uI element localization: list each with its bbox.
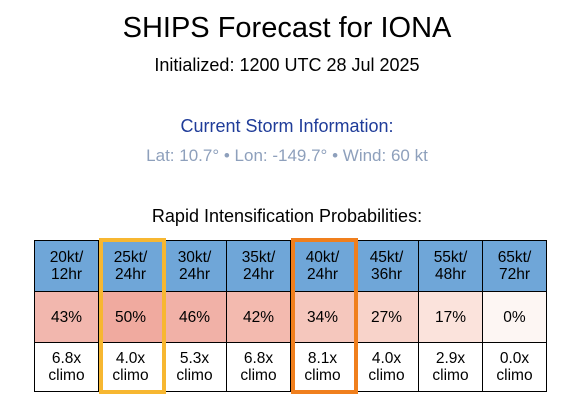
probability-cell: 17% [418,291,483,343]
climo-multiplier: 2.9x [435,350,466,367]
threshold-label: 25kt/ [113,249,148,266]
storm-lat: Lat: 10.7° [146,146,220,165]
climo-cell: 0.0x climo [482,342,547,392]
threshold-cell: 45kt/36hr [354,240,419,292]
storm-wind: Wind: 60 kt [342,146,428,165]
threshold-label: 30kt/ [177,249,212,266]
threshold-cell: 40kt/24hr [290,240,355,292]
climo-cell: 6.8x climo [226,342,291,392]
threshold-label: 45kt/ [369,249,404,266]
separator-dot: • [223,146,230,165]
window-label: 24hr [306,266,339,283]
ri-table-heading: Rapid Intensification Probabilities: [151,206,423,226]
climo-multiplier: 5.3x [179,350,210,367]
climo-cell: 4.0x climo [354,342,419,392]
threshold-cell: 55kt/48hr [418,240,483,292]
climo-multiplier: 8.1x [307,350,338,367]
separator-dot: • [332,146,339,165]
threshold-label: 65kt/ [497,249,532,266]
climo-multiplier: 6.8x [51,350,82,367]
page-title: SHIPS Forecast for IONA [122,12,452,44]
threshold-row: 20kt/12hr 25kt/24hr 30kt/24hr 35kt/24hr 40kt… [34,240,547,292]
window-label: 48hr [434,266,467,283]
probability-row: 43% 50% 46% 42% 34% 27% 17% 0% [34,291,547,343]
ri-probability-table: 20kt/12hr 25kt/24hr 30kt/24hr 35kt/24hr 40kt… [34,240,547,392]
climo-cell: 8.1x climo [290,342,355,392]
window-label: 24hr [114,266,147,283]
climo-label: climo [432,367,469,384]
probability-cell: 42% [226,291,291,343]
storm-info-heading: Current Storm Information: [180,116,394,136]
climo-label: climo [496,367,533,384]
climo-multiplier: 4.0x [115,350,146,367]
threshold-cell: 30kt/24hr [162,240,227,292]
initialized-time: Initialized: 1200 UTC 28 Jul 2025 [154,55,420,75]
threshold-cell: 35kt/24hr [226,240,291,292]
climo-cell: 2.9x climo [418,342,483,392]
window-label: 24hr [242,266,275,283]
climo-cell: 6.8x climo [34,342,99,392]
climo-cell: 5.3x climo [162,342,227,392]
climo-label: climo [304,367,341,384]
threshold-cell: 20kt/12hr [34,240,99,292]
window-label: 12hr [50,266,83,283]
climo-label: climo [176,367,213,384]
climo-multiplier: 4.0x [371,350,402,367]
climo-label: climo [48,367,85,384]
threshold-label: 55kt/ [433,249,468,266]
window-label: 72hr [498,266,531,283]
climo-label: climo [368,367,405,384]
climo-row: 6.8x climo 4.0x climo 5.3x climo 6.8x climo 8.1x… [34,342,547,392]
climo-cell: 4.0x climo [98,342,163,392]
storm-info-line: Lat: 10.7° • Lon: -149.7° • Wind: 60 kt [0,144,574,168]
probability-cell: 43% [34,291,99,343]
climo-multiplier: 0.0x [499,350,530,367]
threshold-label: 35kt/ [241,249,276,266]
probability-cell: 46% [162,291,227,343]
threshold-cell: 25kt/24hr [98,240,163,292]
climo-multiplier: 6.8x [243,350,274,367]
probability-cell: 0% [482,291,547,343]
probability-cell: 50% [98,291,163,343]
window-label: 24hr [178,266,211,283]
climo-label: climo [112,367,149,384]
probability-cell: 27% [354,291,419,343]
window-label: 36hr [370,266,403,283]
probability-cell: 34% [290,291,355,343]
threshold-label: 20kt/ [49,249,84,266]
climo-label: climo [240,367,277,384]
threshold-label: 40kt/ [305,249,340,266]
threshold-cell: 65kt/72hr [482,240,547,292]
storm-lon: Lon: -149.7° [234,146,328,165]
